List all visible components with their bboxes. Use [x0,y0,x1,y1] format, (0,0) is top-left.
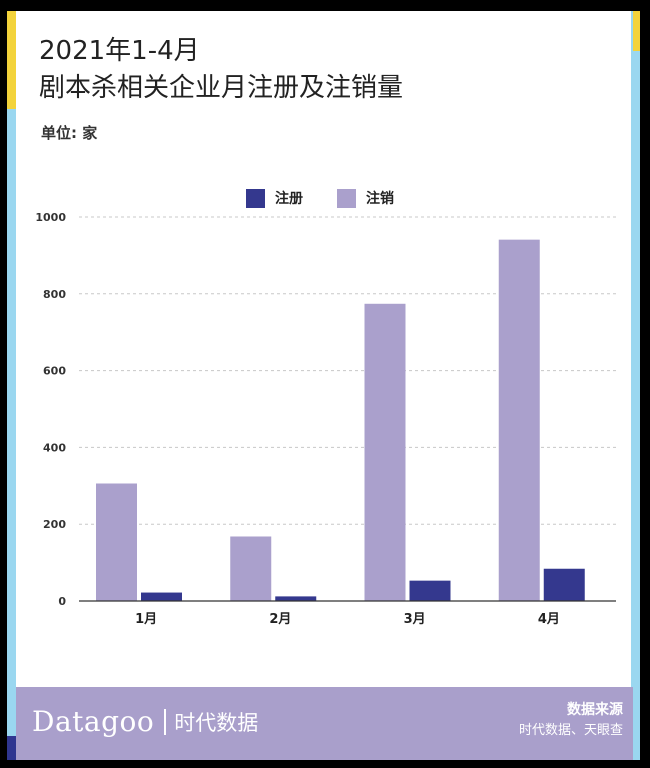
y-tick-label: 200 [43,518,66,531]
legend-swatch-cancel [337,188,356,208]
accent-stripe-right [633,11,640,51]
legend: 注册 注销 [246,188,394,208]
x-tick-label: 2月 [269,612,291,627]
legend-item-register: 注册 [246,188,303,208]
legend-label-cancel: 注销 [366,191,394,207]
accent-stripe-left [7,11,16,109]
bar-cancel [96,483,137,601]
chart-card: 2021年1-4月 剧本杀相关企业月注册及注销量 单位: 家 注册 注销 0 20… [16,11,631,687]
bar-register [543,568,585,601]
brand-logo: Datagoo 时代数据 [32,705,258,738]
source-text: 时代数据、天眼查 [518,723,623,738]
bar-cancel [364,303,406,601]
bar-register [275,596,317,601]
legend-label-register: 注册 [275,191,303,207]
chart-title-line2: 剧本杀相关企业月注册及注销量 [39,73,404,103]
accent-stripe-bottom-left [7,736,16,760]
brand-latin: Datagoo [32,705,155,738]
brand-separator [164,708,167,735]
bar-cancel [230,536,272,601]
bar-cancel [498,239,540,601]
y-tick-label: 400 [43,441,66,454]
unit-label: 单位: 家 [41,124,98,142]
brand-cn: 时代数据 [174,710,259,735]
y-tick-label: 1000 [35,211,66,224]
y-tick-label: 800 [43,288,66,301]
legend-swatch-register [246,188,265,208]
x-tick-label: 3月 [404,612,426,627]
bar-register [141,592,182,601]
chart-title-line1: 2021年1-4月 [39,36,200,66]
chart-title: 2021年1-4月 剧本杀相关企业月注册及注销量 [39,33,403,107]
frame: 2021年1-4月 剧本杀相关企业月注册及注销量 单位: 家 注册 注销 0 20… [7,11,640,760]
bar-chart: 0 200 400 600 800 1000 1月 2月 3月 4月 [35,211,616,627]
x-tick-label: 4月 [538,612,560,627]
x-tick-label: 1月 [135,612,157,627]
bar-register [409,580,451,601]
source-title: 数据来源 [567,702,623,718]
data-source: 数据来源 时代数据、天眼查 [519,700,623,742]
y-tick-label: 600 [43,365,66,378]
y-tick-label: 0 [58,595,66,608]
legend-item-cancel: 注销 [337,188,394,208]
footer: Datagoo 时代数据 数据来源 时代数据、天眼查 [16,687,633,760]
